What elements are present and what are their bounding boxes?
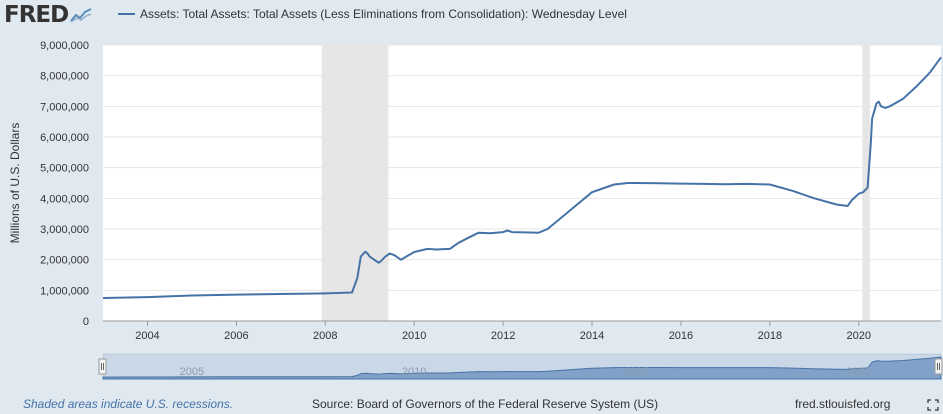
x-tick-label: 2008 — [313, 330, 337, 342]
x-tick-label: 2010 — [402, 330, 426, 342]
legend-swatch — [118, 13, 135, 15]
source-text: Source: Board of Governors of the Federa… — [312, 397, 659, 411]
navigator-tick-label: 2015 — [624, 366, 648, 378]
y-tick-label: 8,000,000 — [40, 71, 89, 83]
y-axis-label: Millions of U.S. Dollars — [8, 123, 22, 244]
x-tick-label: 2016 — [669, 330, 693, 342]
x-tick-label: 2020 — [847, 330, 871, 342]
fred-logo[interactable]: FRED — [4, 2, 93, 28]
y-tick-label: 1,000,000 — [40, 285, 89, 297]
recession-note: Shaded areas indicate U.S. recessions. — [23, 397, 234, 411]
series-line — [102, 56, 942, 299]
recession-band-1 — [321, 45, 389, 321]
y-tick-label: 7,000,000 — [40, 101, 89, 113]
fullscreen-icon[interactable] — [927, 399, 939, 411]
y-tick-label: 2,000,000 — [40, 255, 89, 267]
x-tick-label: 2018 — [758, 330, 782, 342]
x-tick-label: 2004 — [135, 330, 159, 342]
site-link[interactable]: fred.stlouisfed.org — [795, 397, 891, 411]
plot-background — [103, 45, 941, 321]
legend-label: Assets: Total Assets: Total Assets (Less… — [140, 7, 627, 21]
x-tick-label: 2012 — [491, 330, 515, 342]
navigator-tick-label: 2010 — [402, 366, 426, 378]
x-tick-label: 2006 — [224, 330, 248, 342]
y-tick-label: 4,000,000 — [40, 193, 89, 205]
chart: 0 1,000,000 2,000,000 3,000,000 4,000,000 5,0… — [8, 40, 943, 380]
y-tick-label: 3,000,000 — [40, 224, 89, 236]
y-tick-label: 6,000,000 — [40, 132, 89, 144]
navigator-tick-label: 2020 — [847, 366, 871, 378]
y-tick-label: 0 — [83, 316, 89, 328]
y-tick-label: 9,000,000 — [40, 40, 89, 52]
navigator-tick-label: 2005 — [180, 366, 204, 378]
navigator-right-handle[interactable] — [934, 358, 943, 375]
y-tick-label: 5,000,000 — [40, 163, 89, 175]
logo-text: FRED — [4, 2, 69, 28]
recession-band-2 — [862, 45, 870, 321]
navigator-series — [102, 356, 942, 380]
x-tick-label: 2014 — [580, 330, 604, 342]
navigator[interactable]: 2005 2010 2015 2020 — [98, 353, 943, 380]
trend-line-icon — [70, 7, 93, 23]
legend: Assets: Total Assets: Total Assets (Less… — [118, 7, 627, 21]
navigator-left-handle[interactable] — [98, 358, 107, 375]
